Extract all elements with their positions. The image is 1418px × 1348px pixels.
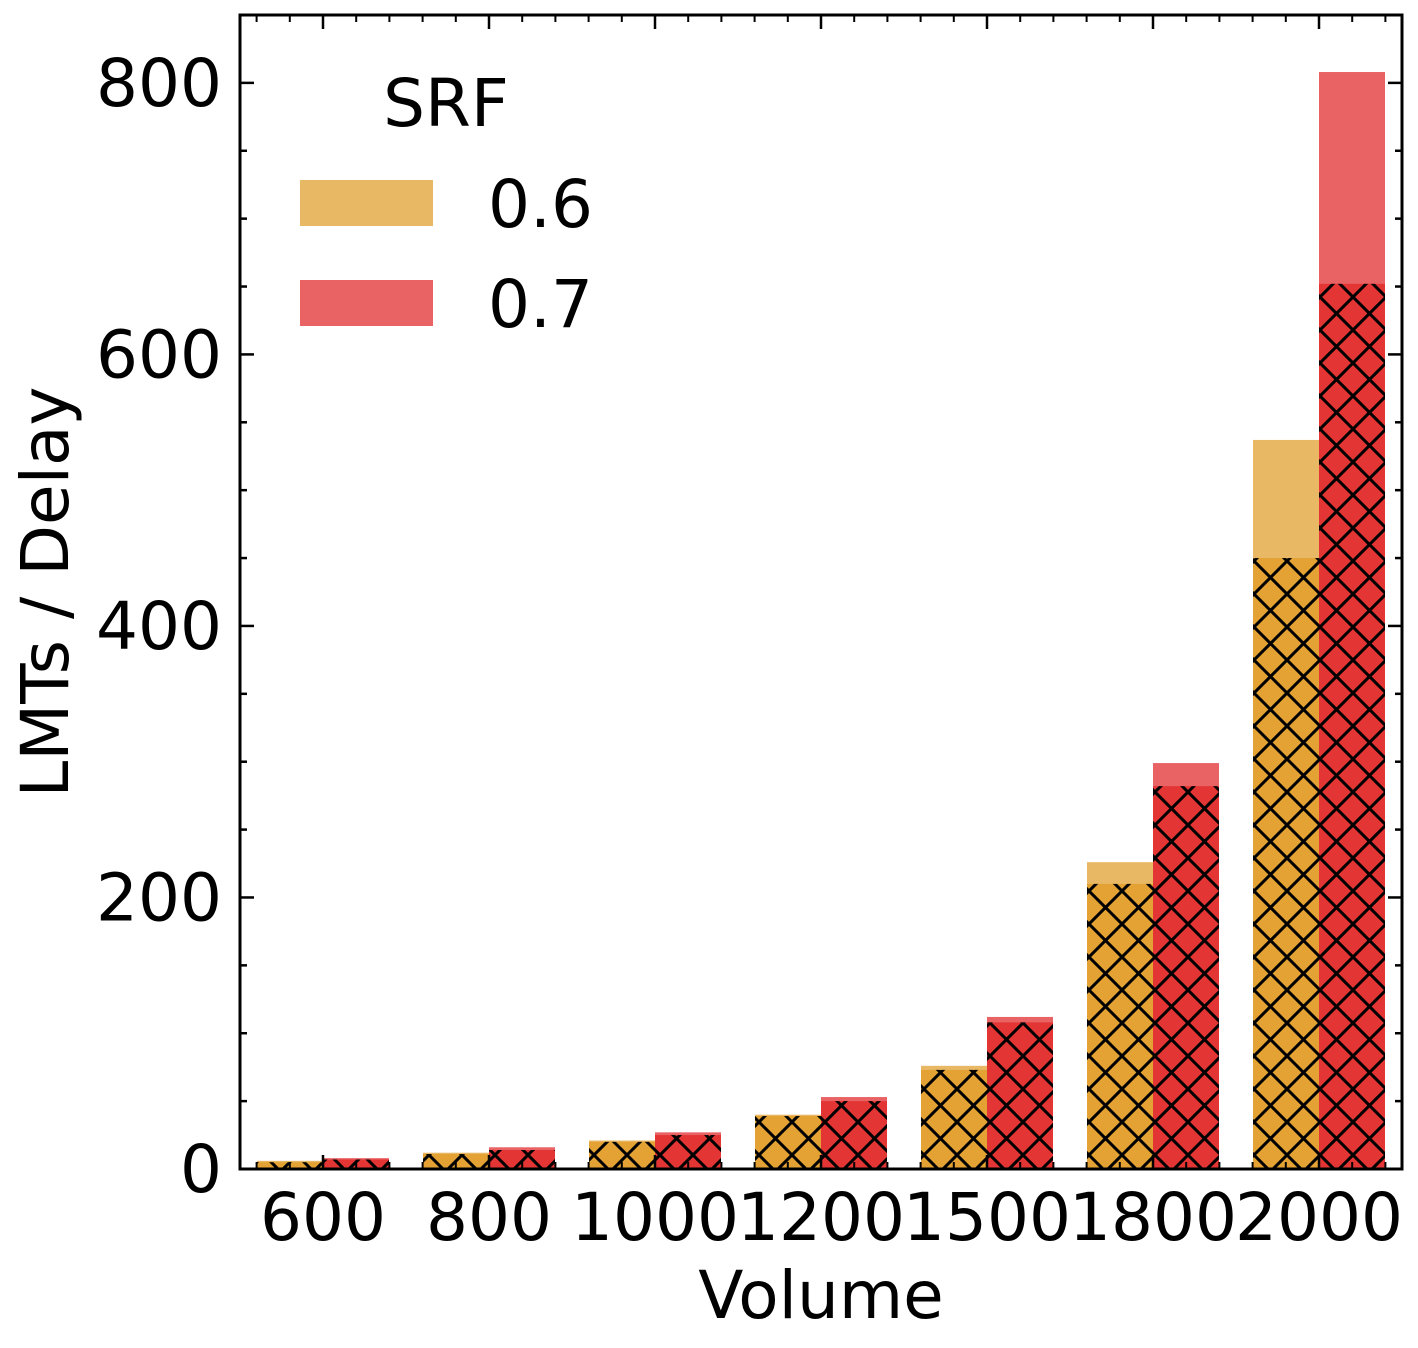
y-tick-label: 0 — [180, 1131, 222, 1208]
bar-hatch-0.6-1200 — [755, 1116, 821, 1169]
bar-hatch-0.7-2000 — [1319, 283, 1385, 1170]
bar-hatch-0.6-2000 — [1253, 558, 1319, 1169]
x-tick-label: 1800 — [1069, 1179, 1237, 1256]
y-tick-label: 200 — [96, 859, 222, 936]
bar-hatch-0.7-800 — [489, 1149, 555, 1169]
legend: SRF 0.6 0.7 — [300, 65, 593, 343]
x-axis-label: Volume — [698, 1257, 943, 1334]
y-tick-label: 800 — [96, 45, 222, 122]
legend-title: SRF — [383, 65, 509, 142]
x-tick-label: 1000 — [571, 1179, 739, 1256]
bar-hatch-0.7-1500 — [987, 1022, 1053, 1169]
y-axis: 0 200 400 600 800 — [96, 13, 1402, 1208]
x-tick-label: 2000 — [1235, 1179, 1403, 1256]
x-tick-label: 600 — [260, 1179, 386, 1256]
legend-label-0.6: 0.6 — [488, 166, 593, 243]
bar-hatch-0.6-1500 — [921, 1069, 987, 1169]
y-tick-label: 400 — [96, 588, 222, 665]
legend-swatch-0.7 — [300, 280, 433, 326]
bar-hatch-0.7-1800 — [1153, 786, 1219, 1169]
x-tick-label: 800 — [426, 1179, 552, 1256]
bar-hatch-0.7-1200 — [821, 1101, 887, 1169]
y-axis-label: LMTs / Delay — [7, 387, 84, 798]
y-tick-label: 600 — [96, 316, 222, 393]
bar-hatch-0.6-800 — [423, 1154, 489, 1169]
x-tick-label: 1500 — [903, 1179, 1071, 1256]
bar-hatch-0.6-1800 — [1087, 883, 1153, 1169]
legend-label-0.7: 0.7 — [488, 266, 593, 343]
bars-group — [257, 72, 1385, 1170]
legend-swatch-0.6 — [300, 180, 433, 226]
x-tick-label: 1200 — [737, 1179, 905, 1256]
